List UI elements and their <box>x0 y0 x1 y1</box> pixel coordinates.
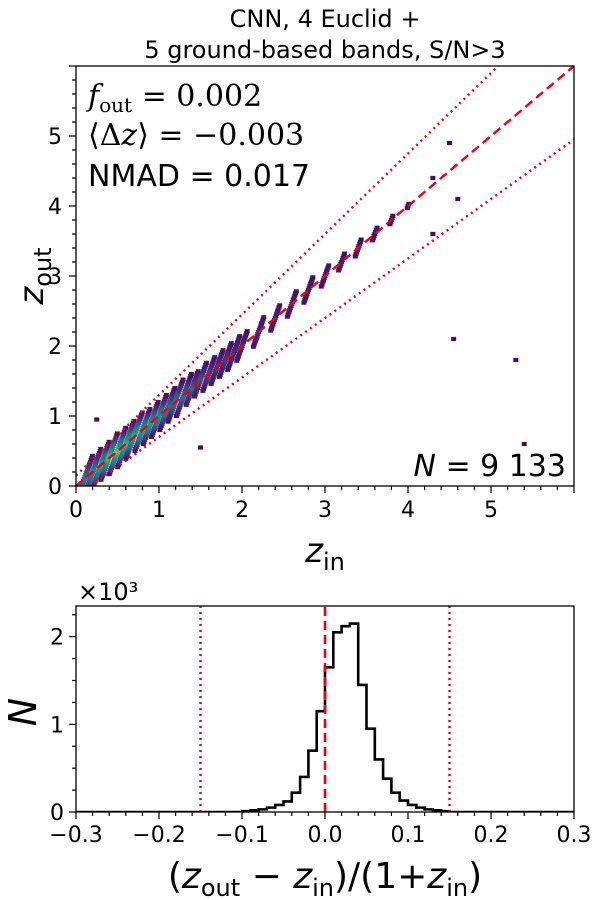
density-cell <box>370 236 376 241</box>
histogram-plot: ×10³ −0.3 −0.2 −0.1 0.0 0.1 0.2 0.3 0 1 2 <box>49 578 591 848</box>
f-out-annotation: fout = 0.002 <box>86 79 262 117</box>
density-cell <box>430 175 436 181</box>
density-cell <box>77 490 82 494</box>
density-cell <box>390 213 396 218</box>
density-cell <box>310 275 316 280</box>
density-cell <box>357 239 363 244</box>
top-x-tick-label: 5 <box>484 498 498 523</box>
outlier-cell <box>451 336 457 342</box>
bottom-x-tick-label: 0.2 <box>474 823 509 848</box>
density-cell <box>84 487 89 491</box>
density-cell <box>98 446 104 451</box>
density-cell <box>147 406 153 412</box>
density-cell <box>358 237 364 242</box>
nmad-annotation: NMAD = 0.017 <box>88 159 310 194</box>
density-cell <box>237 334 243 339</box>
top-xlabel: zin <box>304 531 345 576</box>
top-y-tick-label: 0 <box>48 475 62 500</box>
bottom-x-tick-label: −0.2 <box>132 823 185 848</box>
density-cell <box>106 439 112 444</box>
density-cell <box>341 253 347 258</box>
n-annotation: N = 9 133 <box>413 449 566 484</box>
outlier-cell <box>521 441 527 447</box>
top-x-tick-label: 3 <box>318 498 332 523</box>
outlier-cell <box>198 445 203 450</box>
density-cell <box>195 369 201 374</box>
density-cell <box>220 348 226 353</box>
top-x-tick-label: 4 <box>401 498 415 523</box>
top-ylabel: zout <box>12 247 57 305</box>
bottom-y-tick-label: 2 <box>50 626 64 651</box>
density-cell <box>326 263 332 268</box>
bottom-ylabel: N <box>1 698 45 726</box>
top-x-tick-label: 0 <box>69 498 83 523</box>
density-cell <box>244 329 250 334</box>
density-cell <box>123 425 129 430</box>
bottom-x-tick-label: 0.0 <box>308 823 343 848</box>
top-x-tick-label: 1 <box>152 498 166 523</box>
top-title-line2: 5 ground-based bands, S/N>3 <box>144 36 505 64</box>
density-cell <box>228 341 234 346</box>
density-cell <box>387 222 393 227</box>
top-y-tick-label: 1 <box>48 405 62 430</box>
density-cell <box>155 399 161 405</box>
upper-outlier-bound <box>76 66 500 477</box>
top-y-tick-label: 2 <box>48 335 62 360</box>
density-cell <box>371 234 377 239</box>
top-y-tick-label: 3 <box>48 265 62 290</box>
density-cell <box>277 303 283 308</box>
density-cell <box>90 453 96 458</box>
density-cell <box>78 487 83 491</box>
scatter-heatmap-plot: 0 1 2 3 4 5 0 1 2 3 4 5 fout = 0.002 ⟨Δz⟩ = −0.003… <box>48 65 575 523</box>
one-to-one-line <box>76 66 574 486</box>
density-cell <box>83 491 88 495</box>
density-cell <box>172 385 178 391</box>
bottom-xlabel: (zout − zin)/(1+zin) <box>168 856 482 900</box>
outlier-cell <box>430 231 436 237</box>
bottom-y-tick-label: 1 <box>50 713 64 738</box>
density-cell <box>188 371 194 377</box>
bottom-y-tick-label: 0 <box>50 801 64 826</box>
density-cell <box>77 492 82 496</box>
top-x-tick-label: 2 <box>235 498 249 523</box>
density-cell <box>404 206 410 211</box>
density-cell <box>354 250 360 255</box>
outlier-cell <box>447 140 452 146</box>
density-cell <box>261 315 267 320</box>
lower-outlier-bound <box>88 138 574 486</box>
histogram-step <box>76 622 574 812</box>
bottom-x-tick-label: −0.3 <box>49 823 102 848</box>
density-cell <box>83 489 88 493</box>
multiplier-label: ×10³ <box>78 578 138 606</box>
top-y-tick-label: 5 <box>48 125 62 150</box>
outlier-cell <box>455 196 461 202</box>
density-cell <box>163 392 169 398</box>
density-cell <box>212 355 218 360</box>
density-cell <box>293 289 299 294</box>
bottom-x-tick-label: 0.1 <box>391 823 426 848</box>
top-title-line1: CNN, 4 Euclid + <box>230 5 421 33</box>
density-cell <box>203 360 209 365</box>
density-cell <box>180 377 186 382</box>
density-cell <box>374 225 380 230</box>
bottom-x-tick-label: −0.1 <box>215 823 268 848</box>
outlier-cell <box>513 357 519 363</box>
density-cell <box>82 493 87 497</box>
mean-dz-annotation: ⟨Δz⟩ = −0.003 <box>88 118 304 153</box>
density-cell <box>342 251 348 256</box>
density-cell <box>114 431 120 436</box>
bottom-x-tick-label: 0.3 <box>557 823 592 848</box>
top-y-tick-label: 4 <box>48 195 62 220</box>
outlier-cell <box>94 417 100 422</box>
